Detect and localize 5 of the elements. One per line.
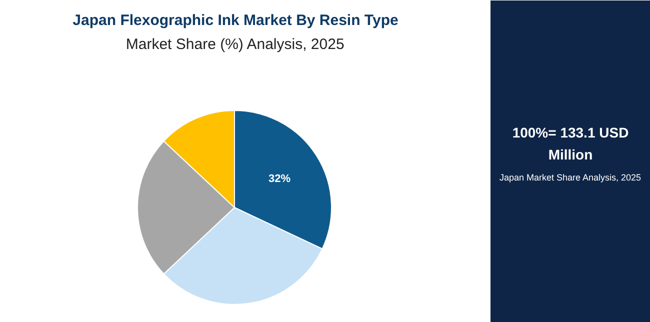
text: Japan Market Share Analysis, 2025 [499,172,642,182]
data-label: 32% [268,172,291,185]
text: 100%= 133.1 USD Million [512,124,629,163]
chart-title: Japan Flexographic Ink Market By Resin Type [72,12,398,29]
chart-subtitle: Market Share (%) Analysis, 2025 [126,36,344,53]
